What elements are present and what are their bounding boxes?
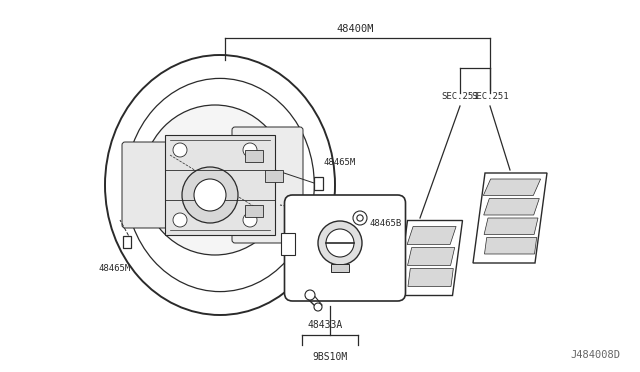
Circle shape	[173, 143, 187, 157]
Text: 48433A: 48433A	[307, 320, 342, 330]
Circle shape	[243, 143, 257, 157]
Polygon shape	[408, 247, 454, 266]
Polygon shape	[473, 173, 547, 263]
Text: 9BS10M: 9BS10M	[312, 352, 348, 362]
Text: J484008D: J484008D	[570, 350, 620, 360]
Circle shape	[314, 303, 322, 311]
Ellipse shape	[105, 55, 335, 315]
Polygon shape	[484, 237, 537, 254]
Circle shape	[326, 229, 354, 257]
Ellipse shape	[125, 78, 314, 292]
Polygon shape	[397, 221, 463, 295]
Text: 48465M: 48465M	[323, 158, 355, 167]
Circle shape	[182, 167, 238, 223]
Text: 48465M: 48465M	[99, 264, 131, 273]
Bar	[280, 233, 294, 255]
FancyBboxPatch shape	[232, 127, 303, 243]
Bar	[245, 150, 263, 162]
Polygon shape	[484, 199, 540, 215]
Circle shape	[173, 213, 187, 227]
Ellipse shape	[143, 105, 287, 255]
Circle shape	[353, 211, 367, 225]
Bar	[331, 264, 349, 272]
Bar	[265, 170, 283, 182]
Polygon shape	[408, 269, 453, 286]
Bar	[314, 176, 323, 189]
Circle shape	[305, 290, 315, 300]
Text: SEC.251: SEC.251	[441, 92, 479, 101]
Bar	[245, 205, 263, 217]
Circle shape	[318, 221, 362, 265]
Text: SEC.251: SEC.251	[471, 92, 509, 101]
FancyBboxPatch shape	[285, 195, 406, 301]
Bar	[123, 236, 131, 248]
FancyBboxPatch shape	[122, 142, 183, 228]
Polygon shape	[484, 218, 538, 234]
Circle shape	[243, 213, 257, 227]
Text: 48400M: 48400M	[336, 24, 374, 34]
Circle shape	[357, 215, 363, 221]
Polygon shape	[483, 179, 541, 196]
Text: 48465B: 48465B	[370, 218, 403, 228]
Polygon shape	[407, 227, 456, 244]
Bar	[165, 135, 275, 235]
Circle shape	[194, 179, 226, 211]
